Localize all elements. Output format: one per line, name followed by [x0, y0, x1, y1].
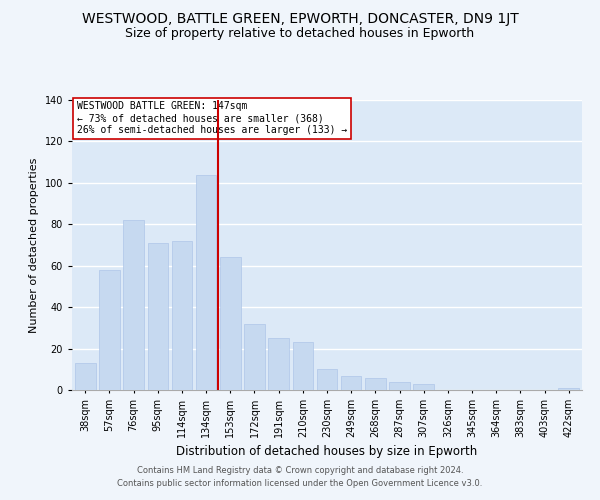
Bar: [413, 384, 434, 390]
Text: WESTWOOD, BATTLE GREEN, EPWORTH, DONCASTER, DN9 1JT: WESTWOOD, BATTLE GREEN, EPWORTH, DONCAST…: [82, 12, 518, 26]
Text: Contains HM Land Registry data © Crown copyright and database right 2024.
Contai: Contains HM Land Registry data © Crown c…: [118, 466, 482, 487]
Bar: [268, 338, 289, 390]
Bar: [148, 243, 168, 390]
Bar: [365, 378, 386, 390]
Bar: [559, 388, 579, 390]
Bar: [317, 370, 337, 390]
Bar: [389, 382, 410, 390]
Bar: [293, 342, 313, 390]
Bar: [75, 363, 95, 390]
Bar: [220, 258, 241, 390]
Bar: [341, 376, 361, 390]
Text: Size of property relative to detached houses in Epworth: Size of property relative to detached ho…: [125, 28, 475, 40]
Bar: [196, 174, 217, 390]
Bar: [124, 220, 144, 390]
Bar: [99, 270, 120, 390]
X-axis label: Distribution of detached houses by size in Epworth: Distribution of detached houses by size …: [176, 446, 478, 458]
Bar: [172, 241, 192, 390]
Y-axis label: Number of detached properties: Number of detached properties: [29, 158, 39, 332]
Bar: [244, 324, 265, 390]
Text: WESTWOOD BATTLE GREEN: 147sqm
← 73% of detached houses are smaller (368)
26% of : WESTWOOD BATTLE GREEN: 147sqm ← 73% of d…: [77, 102, 347, 134]
